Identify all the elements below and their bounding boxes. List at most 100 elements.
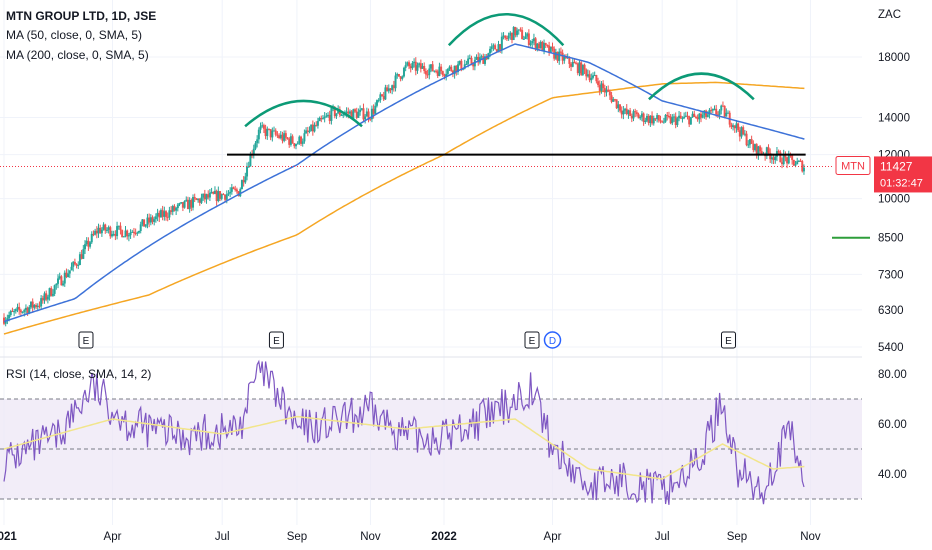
candle-body <box>622 110 625 115</box>
candle-body <box>310 124 313 131</box>
candle-body <box>605 89 608 93</box>
candle-body <box>372 108 375 114</box>
candle-body <box>527 33 530 45</box>
candle-body <box>215 190 218 201</box>
candle-body <box>509 32 512 36</box>
candle-body <box>593 75 596 77</box>
candle-body <box>345 111 348 113</box>
candle-body <box>742 127 745 135</box>
candle-body <box>512 27 515 41</box>
candle-body <box>679 115 682 119</box>
candle-body <box>315 124 318 126</box>
candle-body <box>575 63 578 65</box>
candle-body <box>60 276 63 286</box>
candle-body <box>246 166 249 177</box>
candle-body <box>40 298 43 307</box>
candle-body <box>519 29 522 31</box>
candle-body <box>782 154 785 165</box>
candle-body <box>281 134 284 141</box>
candle-body <box>121 230 124 238</box>
candle-body <box>451 70 454 75</box>
candle-body <box>30 301 33 308</box>
candle-body <box>448 66 451 69</box>
ma200-legend[interactable]: MA (200, close, 0, SMA, 5) <box>6 48 149 62</box>
candle-body <box>213 190 216 194</box>
rsi-line <box>3 359 805 505</box>
candle-body <box>399 76 402 79</box>
candle-body <box>207 194 210 198</box>
candle-body <box>247 166 250 168</box>
candle-body <box>792 159 795 166</box>
candle-body <box>544 43 547 46</box>
candle-body <box>175 208 178 211</box>
candle-body <box>244 176 247 183</box>
candle-body <box>620 110 623 115</box>
candle-body <box>517 29 520 31</box>
price-tick-label: 5400 <box>878 342 904 354</box>
candle-body <box>78 254 81 265</box>
candle-body <box>607 89 610 92</box>
candle-body <box>370 108 373 120</box>
candle-body <box>46 296 49 300</box>
rsi-legend[interactable]: RSI (14, close, SMA, 14, 2) <box>6 367 152 381</box>
candle-body <box>205 194 208 200</box>
candle-body <box>119 225 122 231</box>
candle-body <box>396 73 399 76</box>
candle-body <box>229 191 232 194</box>
candle-body <box>747 144 750 146</box>
dividend-marker <box>543 331 562 349</box>
candle-body <box>414 61 417 71</box>
candle-body <box>416 65 419 71</box>
candle-body <box>11 311 14 313</box>
price-tick-label: 18000 <box>878 52 910 64</box>
countdown-label: 01:32:47 <box>880 177 923 189</box>
candle-body <box>70 266 73 271</box>
candle-body <box>548 45 551 53</box>
candle-body <box>585 69 588 77</box>
candle-body <box>352 109 355 119</box>
candle-body <box>426 74 429 76</box>
candle-body <box>24 307 27 311</box>
candle-body <box>102 224 105 230</box>
candle-body <box>139 224 142 232</box>
candle-body <box>646 115 649 121</box>
ma50-legend[interactable]: MA (50, close, 0, SMA, 5) <box>6 28 143 42</box>
candle-body <box>561 52 564 61</box>
candle-body <box>443 75 446 77</box>
currency-label: ZAC <box>878 9 901 21</box>
candle-body <box>657 115 660 121</box>
candle-body <box>571 61 574 67</box>
candle-body <box>75 264 78 266</box>
time-tick-label: Apr <box>544 531 562 543</box>
candle-body <box>126 230 129 237</box>
candle-body <box>16 306 19 310</box>
candle-body <box>9 311 12 315</box>
candle-body <box>256 139 259 144</box>
candle-body <box>305 130 308 134</box>
candle-body <box>586 74 589 77</box>
candle-body <box>661 121 664 123</box>
candle-body <box>225 194 228 200</box>
candle-body <box>652 118 655 124</box>
candle-body <box>723 105 726 117</box>
candle-body <box>203 193 206 200</box>
candle-body <box>635 112 638 115</box>
candle-body <box>67 273 70 277</box>
candle-body <box>453 65 456 75</box>
candle-body <box>362 108 365 120</box>
candle-body <box>327 114 330 116</box>
candle-body <box>433 70 436 72</box>
rsi-tick-label: 60.00 <box>878 419 907 431</box>
candle-body <box>173 206 176 211</box>
candle-body <box>318 117 321 122</box>
candle-body <box>602 83 605 89</box>
candle-body <box>774 156 777 161</box>
candle-body <box>146 217 149 225</box>
candle-body <box>458 60 461 65</box>
candle-body <box>777 151 780 153</box>
candle-body <box>269 129 272 138</box>
candle-body <box>325 115 328 117</box>
candle-body <box>654 118 657 120</box>
candle-body <box>143 219 146 227</box>
candle-body <box>97 227 100 234</box>
